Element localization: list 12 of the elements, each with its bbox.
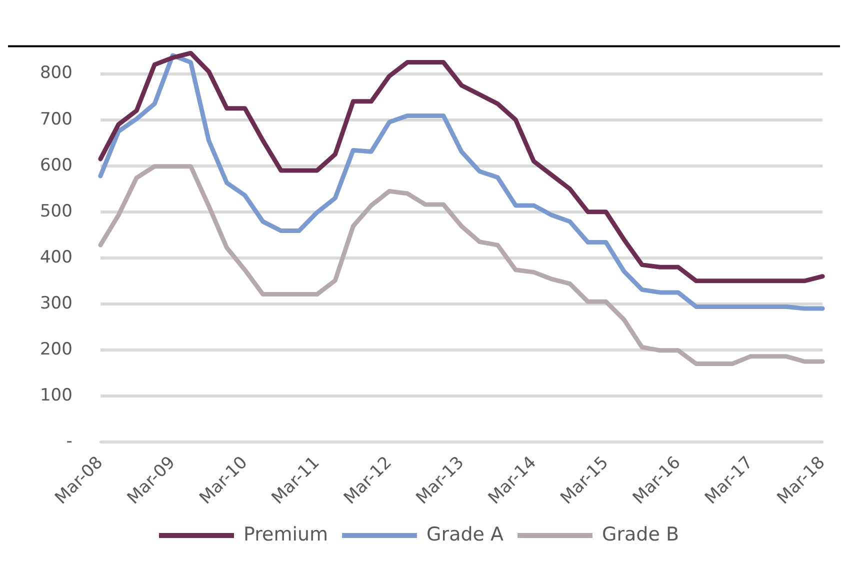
- y-tick-label: 400: [40, 247, 72, 268]
- legend-label: Premium: [243, 523, 328, 546]
- y-tick-label: 700: [40, 109, 72, 130]
- y-tick-label: 600: [40, 155, 72, 176]
- y-tick-label: 100: [40, 385, 72, 406]
- y-tick-label: 300: [40, 293, 72, 314]
- y-tick-label: 200: [40, 339, 72, 360]
- y-tick-label: 500: [40, 201, 72, 222]
- legend-label: Grade B: [602, 523, 680, 546]
- legend-label: Grade A: [426, 523, 504, 546]
- y-tick-label: 800: [40, 63, 72, 84]
- y-tick-label: -: [66, 431, 72, 452]
